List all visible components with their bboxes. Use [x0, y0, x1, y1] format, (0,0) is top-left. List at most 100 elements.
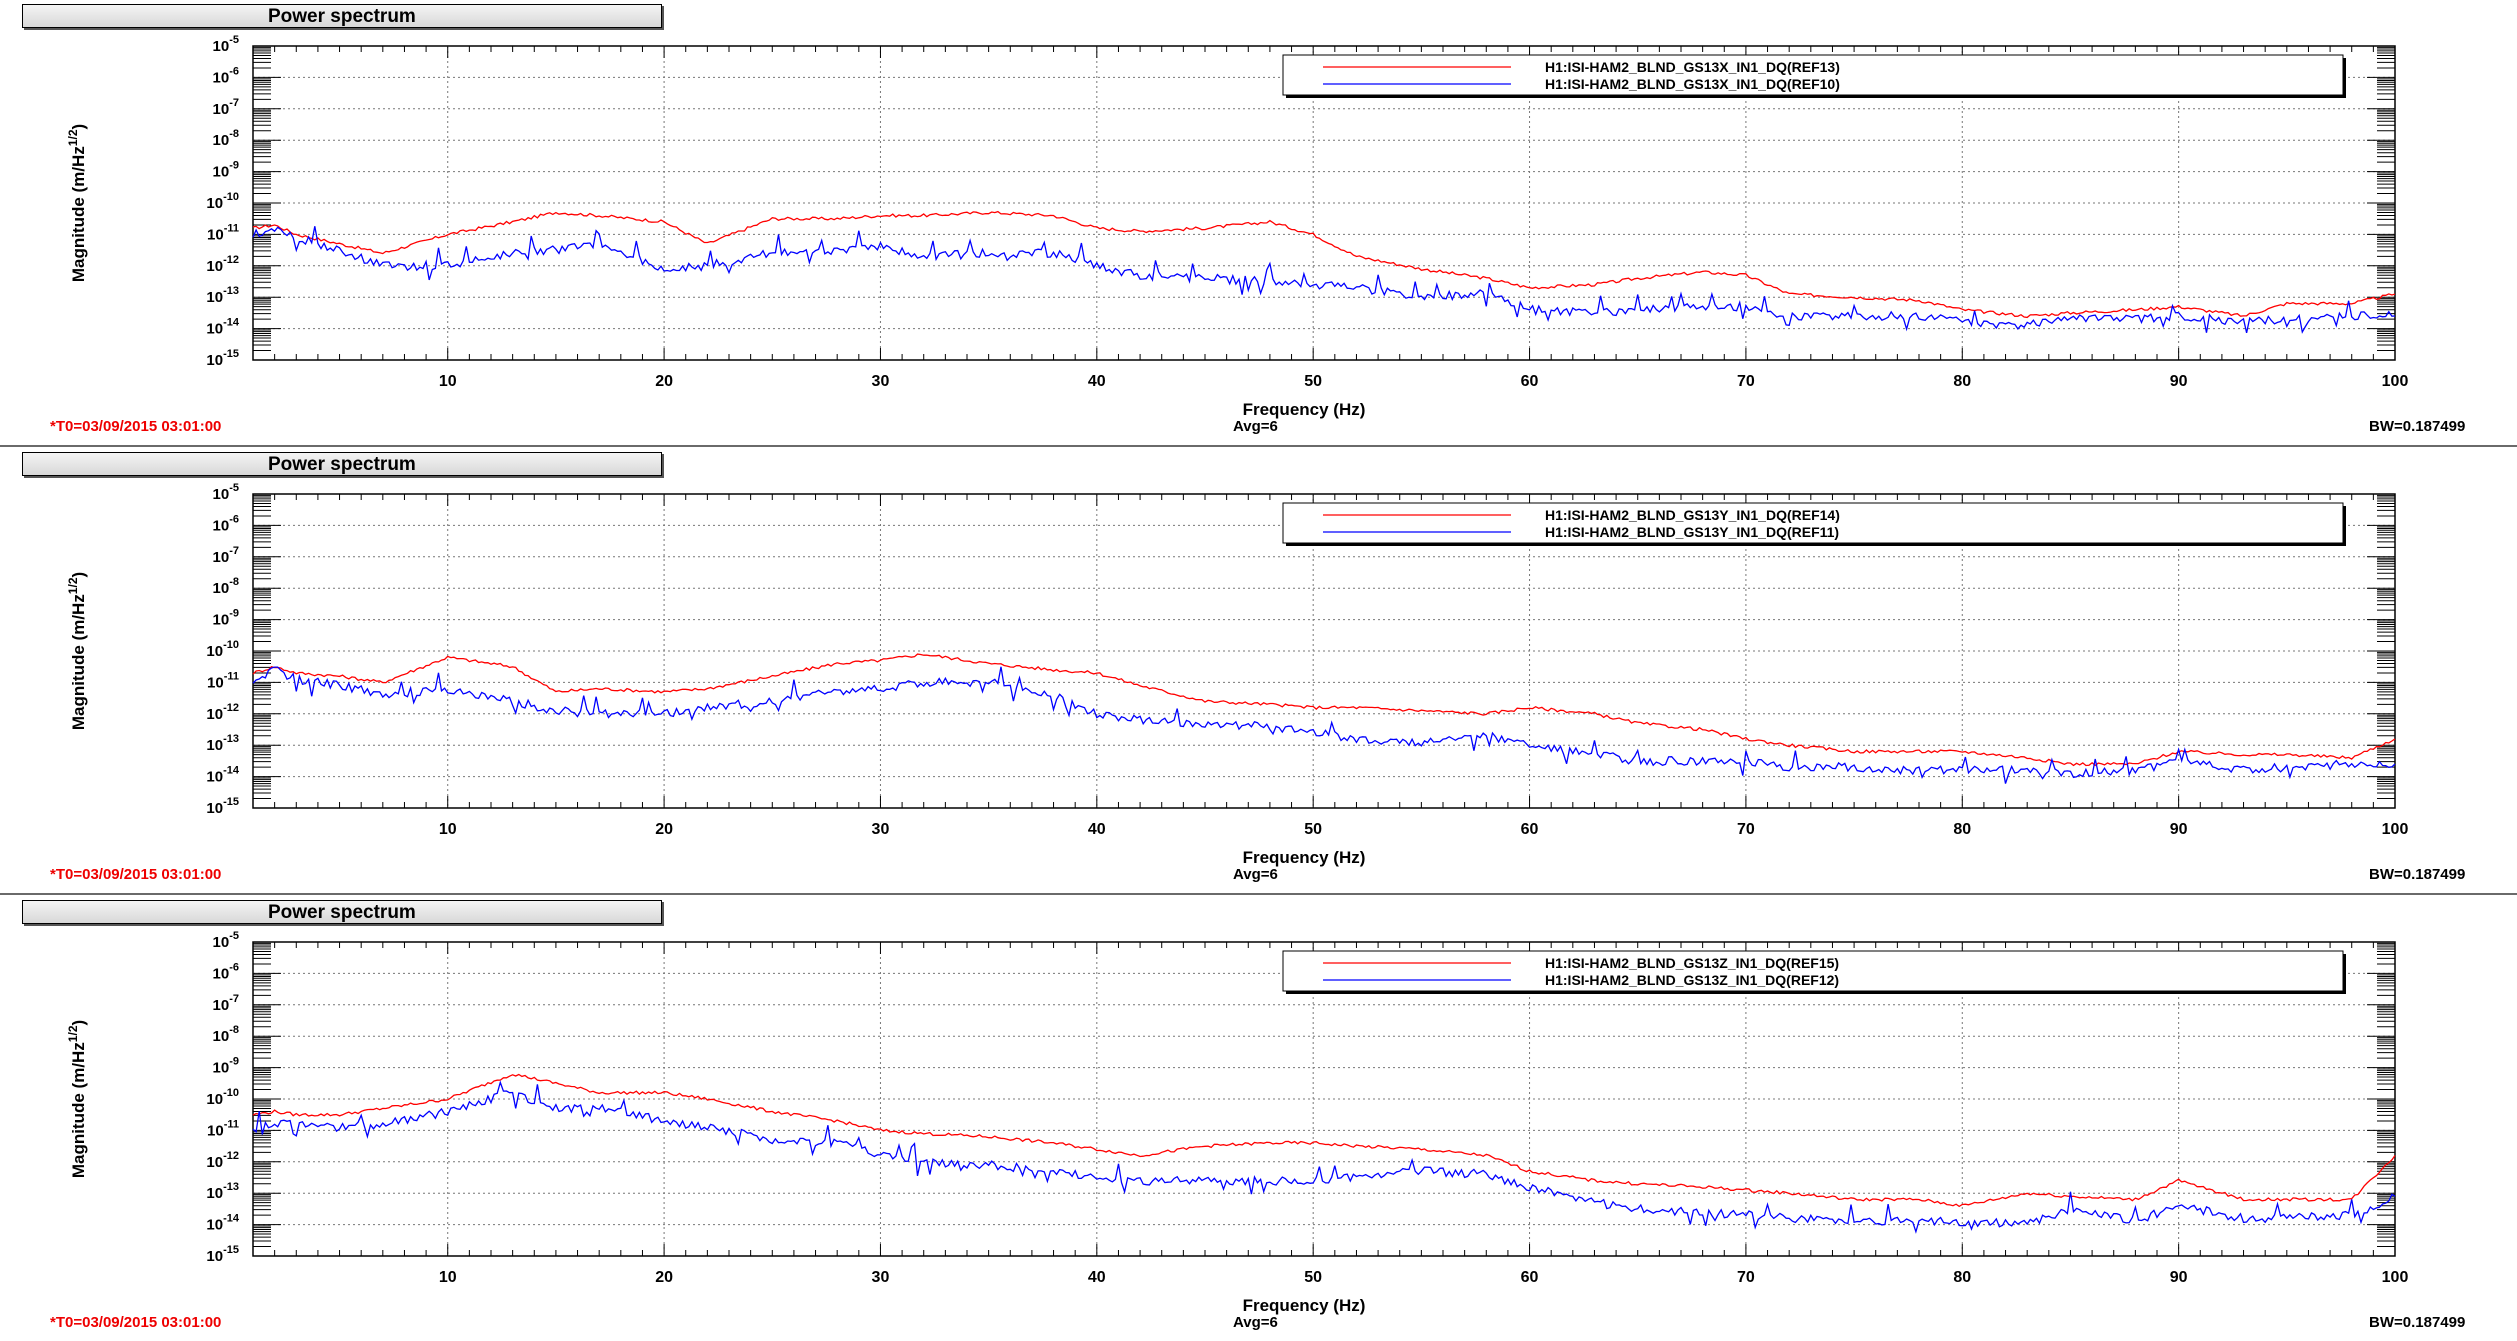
y-tick-label: 10-10	[206, 639, 239, 660]
x-tick-label: 80	[1953, 1269, 1971, 1286]
bw-label: BW=0.187499	[2369, 866, 2466, 883]
y-tick-label: 10-10	[206, 1087, 239, 1108]
series-line	[252, 1080, 2396, 1234]
x-axis-label: Frequency (Hz)	[1243, 400, 1366, 419]
y-tick-label: 10-6	[213, 513, 239, 534]
plot-area-z: 10 20 30 40 50 60 70 80 90 100 10-15 10-14 10-13 10-1…	[66, 930, 2409, 1315]
x-tick-label: 90	[2170, 1269, 2188, 1286]
avg-label: Avg=6	[1233, 418, 1278, 435]
x-tick-label: 90	[2170, 821, 2188, 838]
x-tick-label: 70	[1737, 821, 1755, 838]
legend-label: H1:ISI-HAM2_BLND_GS13Y_IN1_DQ(REF14)	[1545, 507, 1840, 523]
series-line	[252, 210, 2396, 319]
y-tick-label: 10-15	[206, 1244, 239, 1265]
x-tick-label: 30	[872, 821, 890, 838]
y-tick-label: 10-13	[206, 1181, 239, 1202]
panel-title-box: Power spectrum	[22, 452, 662, 476]
x-tick-label: 10	[439, 821, 457, 838]
x-axis-label: Frequency (Hz)	[1243, 848, 1366, 867]
y-tick-label: 10-6	[213, 961, 239, 982]
bw-label: BW=0.187499	[2369, 418, 2466, 435]
y-tick-label: 10-9	[213, 1056, 239, 1077]
series-line	[252, 666, 2396, 784]
series-line	[252, 226, 2396, 334]
x-tick-label: 100	[2382, 1269, 2409, 1286]
y-tick-label: 10-10	[206, 191, 239, 212]
bw-label: BW=0.187499	[2369, 1314, 2466, 1331]
legend-box	[1282, 950, 2344, 992]
y-tick-label: 10-13	[206, 733, 239, 754]
y-tick-label: 10-14	[206, 765, 239, 786]
x-tick-label: 80	[1953, 373, 1971, 390]
y-tick-label: 10-15	[206, 348, 239, 369]
x-tick-label: 90	[2170, 373, 2188, 390]
y-tick-label: 10-9	[213, 608, 239, 629]
x-tick-label: 30	[872, 1269, 890, 1286]
panel-title: Power spectrum	[268, 902, 416, 923]
legend-label: H1:ISI-HAM2_BLND_GS13Y_IN1_DQ(REF11)	[1545, 524, 1839, 540]
x-tick-label: 10	[439, 373, 457, 390]
y-tick-label: 10-8	[213, 1024, 239, 1045]
legend-label: H1:ISI-HAM2_BLND_GS13Z_IN1_DQ(REF15)	[1545, 955, 1839, 971]
x-tick-label: 60	[1521, 1269, 1539, 1286]
x-tick-label: 70	[1737, 1269, 1755, 1286]
y-tick-label: 10-13	[206, 285, 239, 306]
t0-label: *T0=03/09/2015 03:01:00	[50, 866, 222, 883]
power-spectrum-panel-y: Power spectrum 10 20 30 40 50 60 70 80 90 100 10-1…	[0, 448, 2517, 893]
x-tick-label: 40	[1088, 373, 1106, 390]
series-line	[252, 653, 2396, 767]
x-tick-label: 70	[1737, 373, 1755, 390]
y-tick-label: 10-7	[213, 97, 239, 118]
y-tick-label: 10-8	[213, 128, 239, 149]
x-tick-label: 50	[1304, 821, 1322, 838]
y-tick-label: 10-6	[213, 65, 239, 86]
plot-area-x: 10 20 30 40 50 60 70 80 90 100 10-15 10-14 10-13 10-1…	[66, 34, 2409, 419]
y-tick-label: 10-11	[207, 1118, 239, 1139]
panel-title: Power spectrum	[268, 454, 416, 475]
y-tick-label: 10-9	[213, 160, 239, 181]
x-tick-label: 60	[1521, 373, 1539, 390]
y-tick-label: 10-7	[213, 993, 239, 1014]
x-tick-label: 20	[655, 821, 673, 838]
y-axis-label: Magnitude (m/Hz1/2)	[66, 124, 88, 282]
y-tick-label: 10-14	[206, 1213, 239, 1234]
x-tick-label: 40	[1088, 1269, 1106, 1286]
y-tick-label: 10-14	[206, 317, 239, 338]
power-spectrum-panel-z: Power spectrum 10 20 30 40 50 60 70 80 90 100 10-1…	[0, 896, 2517, 1341]
y-tick-label: 10-12	[206, 254, 239, 275]
t0-label: *T0=03/09/2015 03:01:00	[50, 418, 222, 435]
avg-label: Avg=6	[1233, 1314, 1278, 1331]
y-axis-label: Magnitude (m/Hz1/2)	[66, 1020, 88, 1178]
panel-title-box: Power spectrum	[22, 900, 662, 924]
panel-title: Power spectrum	[268, 6, 416, 27]
x-tick-label: 10	[439, 1269, 457, 1286]
series-line	[252, 1073, 2396, 1208]
power-spectrum-panel-x: Power spectrum 10 20 30 40 50 60 70 80 90 100 10-1…	[0, 0, 2517, 445]
x-tick-label: 100	[2382, 373, 2409, 390]
x-tick-label: 80	[1953, 821, 1971, 838]
x-axis-label: Frequency (Hz)	[1243, 1296, 1366, 1315]
y-tick-label: 10-8	[213, 576, 239, 597]
t0-label: *T0=03/09/2015 03:01:00	[50, 1314, 222, 1331]
panel-divider	[0, 445, 2517, 447]
legend-box	[1282, 54, 2344, 96]
y-tick-label: 10-7	[213, 545, 239, 566]
plot-area-y: 10 20 30 40 50 60 70 80 90 100 10-15 10-14 10-13 10-1…	[66, 482, 2408, 867]
y-tick-label: 10-5	[213, 34, 239, 55]
x-tick-label: 50	[1304, 1269, 1322, 1286]
y-tick-label: 10-5	[213, 930, 239, 951]
x-tick-label: 40	[1088, 821, 1106, 838]
legend-label: H1:ISI-HAM2_BLND_GS13X_IN1_DQ(REF10)	[1545, 76, 1840, 92]
panel-title-box: Power spectrum	[22, 4, 662, 28]
y-tick-label: 10-12	[206, 1150, 239, 1171]
legend-label: H1:ISI-HAM2_BLND_GS13Z_IN1_DQ(REF12)	[1545, 972, 1839, 988]
y-tick-label: 10-12	[206, 702, 239, 723]
legend-label: H1:ISI-HAM2_BLND_GS13X_IN1_DQ(REF13)	[1545, 59, 1840, 75]
panel-divider	[0, 893, 2517, 895]
y-tick-label: 10-11	[207, 222, 239, 243]
avg-label: Avg=6	[1233, 866, 1278, 883]
y-axis-label: Magnitude (m/Hz1/2)	[66, 572, 88, 730]
y-tick-label: 10-15	[206, 796, 239, 817]
y-tick-label: 10-5	[213, 482, 239, 503]
x-tick-label: 20	[655, 373, 673, 390]
